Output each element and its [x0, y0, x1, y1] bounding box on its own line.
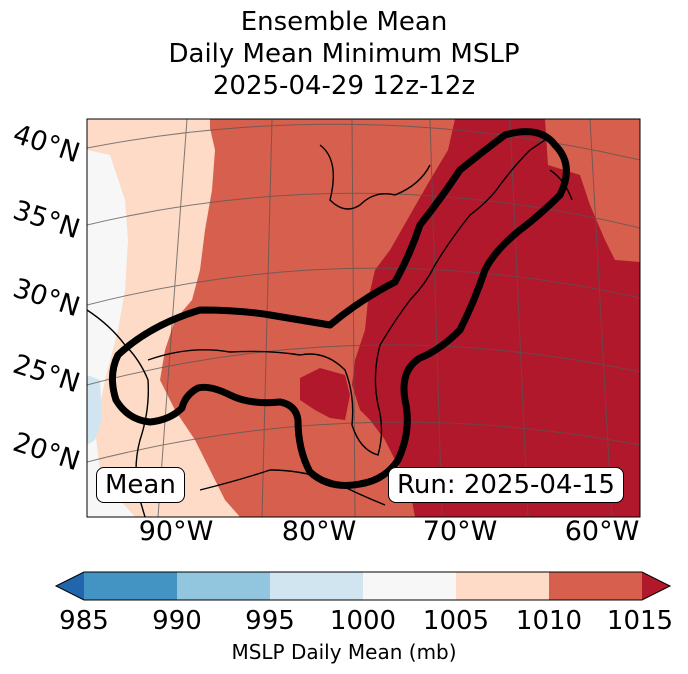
- colorbar-bin-1005-1010: [456, 572, 549, 600]
- colorbar-bin-990-995: [177, 572, 270, 600]
- lon-label-90w: 90°W: [138, 516, 214, 547]
- lon-label-60w: 60°W: [564, 516, 640, 547]
- graticule: [87, 119, 640, 517]
- title-line-1: Ensemble Mean: [240, 7, 448, 37]
- map-frame: [86, 118, 641, 518]
- colorbar-bin-985-990: [84, 572, 177, 600]
- title-line-3: 2025-04-29 12z-12z: [212, 71, 476, 101]
- lon-label-70w: 70°W: [422, 516, 498, 547]
- fill-995-1000: [87, 375, 102, 445]
- coastlines: [87, 139, 573, 517]
- colorbar-tick-1015: 1015: [606, 606, 674, 636]
- ensemble-outline: [109, 128, 570, 489]
- colorbar-tick-995: 995: [245, 606, 295, 636]
- colorbar-bin-1000-1005: [363, 572, 456, 600]
- colorbar-tick-990: 990: [152, 606, 202, 636]
- title-line-2: Daily Mean Minimum MSLP: [168, 39, 520, 69]
- fill-1000-1005: [87, 150, 135, 517]
- colorbar-bin-995-1000: [270, 572, 363, 600]
- colorbar-tick-1010: 1010: [515, 606, 583, 636]
- colorbar-extend-low: [56, 572, 84, 600]
- colorbar-tick-985: 985: [59, 606, 109, 636]
- lon-label-80w: 80°W: [281, 516, 357, 547]
- fill-over-1015-gulf: [300, 368, 350, 420]
- colorbar-outline: [54, 571, 672, 601]
- colorbar-bin-1010-1015: [549, 572, 642, 600]
- colorbar-tick-1000: 1000: [329, 606, 397, 636]
- colorbar: [54, 571, 672, 601]
- colorbar-label: MSLP Daily Mean (mb): [231, 640, 457, 664]
- colorbar-extend-high: [642, 572, 670, 600]
- colorbar-tick-1005: 1005: [422, 606, 490, 636]
- mean-label-box: Mean: [96, 467, 185, 503]
- run-date-box: Run: 2025-04-15: [388, 467, 624, 503]
